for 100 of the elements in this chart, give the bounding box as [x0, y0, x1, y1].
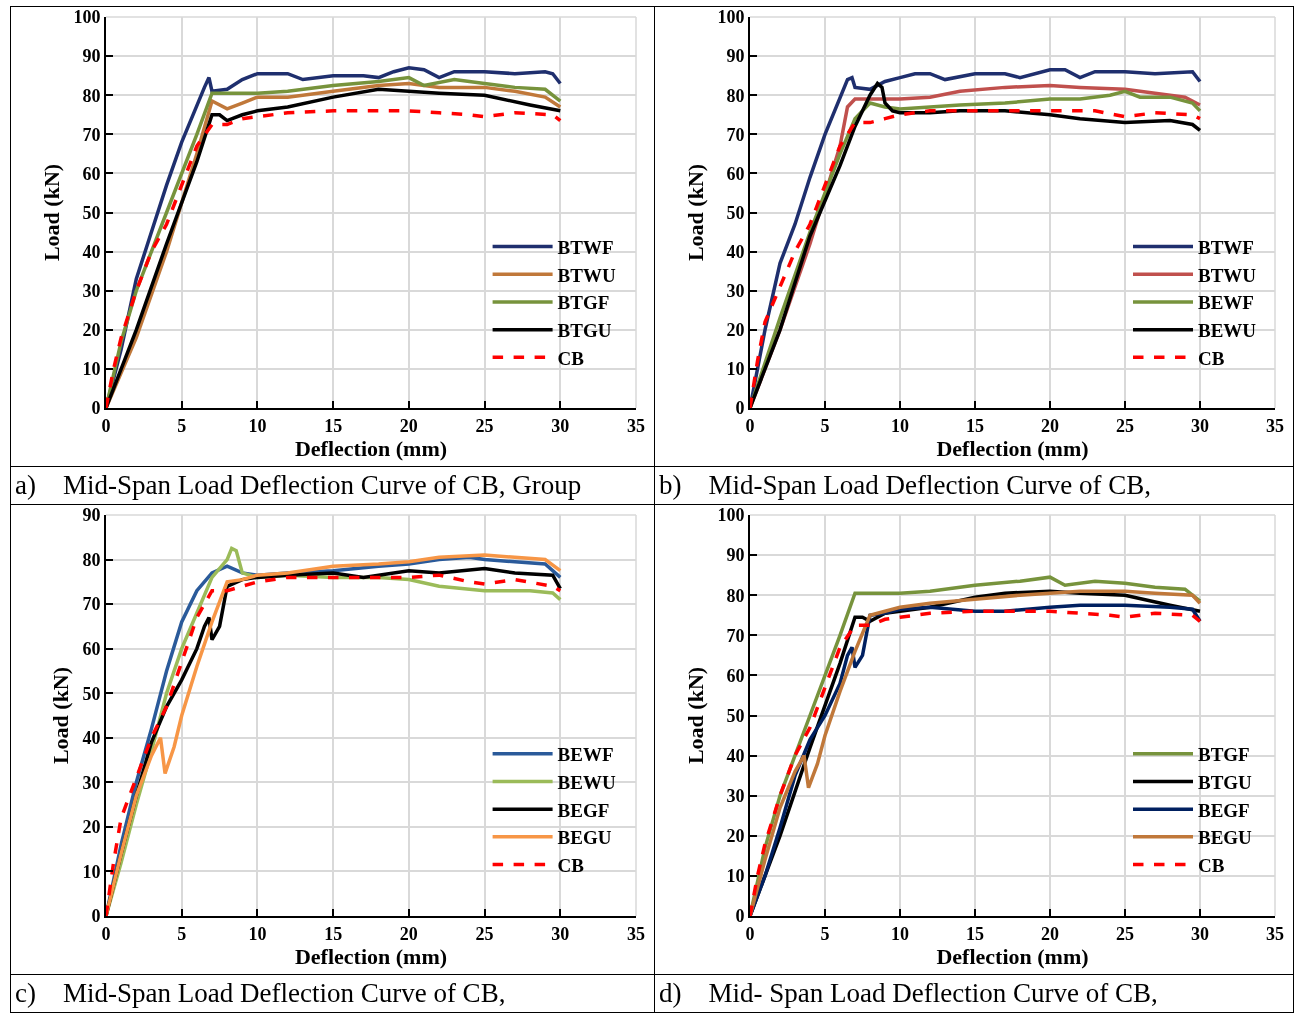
y-tick-label: 40 — [726, 745, 745, 766]
y-tick-label: 20 — [82, 817, 101, 838]
y-tick-label: 20 — [82, 320, 101, 341]
y-tick-label: 90 — [82, 46, 101, 67]
legend-label: BTWU — [557, 264, 616, 286]
x-axis-title: Deflection (mm) — [936, 435, 1089, 461]
y-tick-label: 30 — [82, 772, 101, 793]
y-tick-label: 80 — [82, 549, 101, 570]
legend-label: BTGU — [557, 320, 612, 342]
x-tick-label: 5 — [820, 415, 830, 436]
legend-label: BTGF — [557, 292, 610, 314]
y-tick-label: 70 — [726, 124, 745, 145]
x-tick-label: 15 — [966, 923, 984, 944]
y-tick-label: 40 — [82, 728, 101, 749]
x-tick-label: 20 — [1041, 923, 1059, 944]
y-tick-label: 20 — [726, 320, 745, 341]
y-tick-label: 70 — [82, 594, 101, 615]
y-tick-label: 30 — [726, 281, 745, 301]
y-tick-label: 10 — [82, 861, 101, 882]
x-tick-label: 30 — [551, 923, 570, 944]
y-tick-label: 40 — [726, 241, 745, 262]
y-tick-label: 10 — [82, 359, 101, 380]
y-tick-label: 30 — [726, 786, 745, 806]
y-tick-label: 20 — [726, 826, 745, 847]
y-axis-title: Load (kN) — [38, 163, 64, 262]
y-tick-label: 60 — [82, 163, 101, 184]
legend-label: BEWU — [1198, 320, 1257, 342]
y-tick-label: 80 — [82, 85, 101, 106]
legend-label: CB — [557, 347, 585, 369]
x-axis-title: Deflection (mm) — [936, 943, 1089, 969]
y-tick-label: 0 — [735, 906, 745, 927]
x-tick-label: 10 — [248, 415, 267, 436]
y-axis-title: Load (kN) — [682, 163, 708, 262]
legend-label: BTWF — [557, 236, 614, 258]
x-tick-label: 20 — [1041, 415, 1059, 436]
y-tick-label: 100 — [717, 7, 745, 28]
y-tick-label: 30 — [82, 281, 101, 301]
y-tick-label: 40 — [82, 241, 101, 262]
y-tick-label: 10 — [726, 866, 745, 887]
x-axis-title: Deflection (mm) — [294, 435, 448, 461]
y-tick-label: 60 — [726, 665, 745, 686]
x-tick-label: 10 — [891, 415, 909, 436]
x-tick-label: 15 — [324, 923, 343, 944]
x-tick-label: 20 — [399, 415, 418, 436]
y-tick-label: 0 — [91, 906, 101, 927]
y-tick-label: 50 — [82, 202, 101, 223]
y-tick-label: 90 — [726, 545, 745, 566]
legend-label: BEWF — [1198, 292, 1254, 314]
legend-label: BEWF — [557, 744, 614, 766]
y-tick-label: 100 — [73, 7, 101, 28]
legend-label: BEWU — [557, 771, 616, 793]
x-tick-label: 30 — [551, 415, 570, 436]
x-tick-label: 5 — [177, 923, 187, 944]
text: c) Mid-Span Load Deflection Curve of CB, — [15, 978, 506, 1008]
y-tick-label: 90 — [82, 505, 101, 526]
y-tick-label: 10 — [726, 359, 745, 380]
x-tick-label: 5 — [177, 415, 187, 436]
x-tick-label: 10 — [891, 923, 909, 944]
x-axis-title: Deflection (mm) — [294, 943, 448, 969]
x-tick-label: 35 — [1266, 923, 1284, 944]
y-tick-label: 60 — [82, 638, 101, 659]
x-tick-label: 30 — [1191, 415, 1209, 436]
x-tick-label: 20 — [399, 923, 418, 944]
legend-label: BTGU — [1198, 771, 1253, 793]
y-tick-label: 100 — [717, 505, 745, 526]
legend-label: BEGU — [557, 827, 612, 849]
legend-label: BEGF — [1198, 799, 1250, 821]
text: b) Mid-Span Load Deflection Curve of CB, — [659, 470, 1151, 500]
x-tick-label: 5 — [820, 923, 830, 944]
legend-label: BTGF — [1198, 744, 1250, 766]
y-axis-title: Load (kN) — [47, 666, 73, 765]
y-tick-label: 80 — [726, 585, 745, 606]
legend-label: BTWF — [1198, 236, 1254, 258]
y-tick-label: 50 — [726, 705, 745, 726]
y-axis-title: Load (kN) — [682, 666, 708, 765]
y-tick-label: 50 — [82, 683, 101, 704]
legend-label: BEGF — [557, 799, 610, 821]
y-tick-label: 70 — [726, 625, 745, 646]
legend-label: BTWU — [1198, 264, 1257, 286]
x-tick-label: 25 — [1116, 923, 1134, 944]
legend-label: CB — [1198, 854, 1225, 876]
legend-label: CB — [557, 854, 585, 876]
y-tick-label: 70 — [82, 124, 101, 145]
x-tick-label: 10 — [248, 923, 267, 944]
y-tick-label: 50 — [726, 202, 745, 223]
y-tick-label: 80 — [726, 85, 745, 106]
x-tick-label: 25 — [475, 923, 494, 944]
x-tick-label: 15 — [966, 415, 984, 436]
y-tick-label: 60 — [726, 163, 745, 184]
x-tick-label: 30 — [1191, 923, 1209, 944]
x-tick-label: 25 — [475, 415, 494, 436]
text: a) Mid-Span Load Deflection Curve of CB, Group — [15, 470, 582, 500]
x-tick-label: 25 — [1116, 415, 1134, 436]
x-tick-label: 15 — [324, 415, 343, 436]
y-tick-label: 0 — [735, 398, 745, 419]
legend-label: CB — [1198, 347, 1225, 369]
x-tick-label: 35 — [627, 415, 645, 436]
y-tick-label: 90 — [726, 46, 745, 67]
legend-label: BEGU — [1198, 827, 1253, 849]
text: d) Mid- Span Load Deflection Curve of CB, — [659, 978, 1158, 1008]
